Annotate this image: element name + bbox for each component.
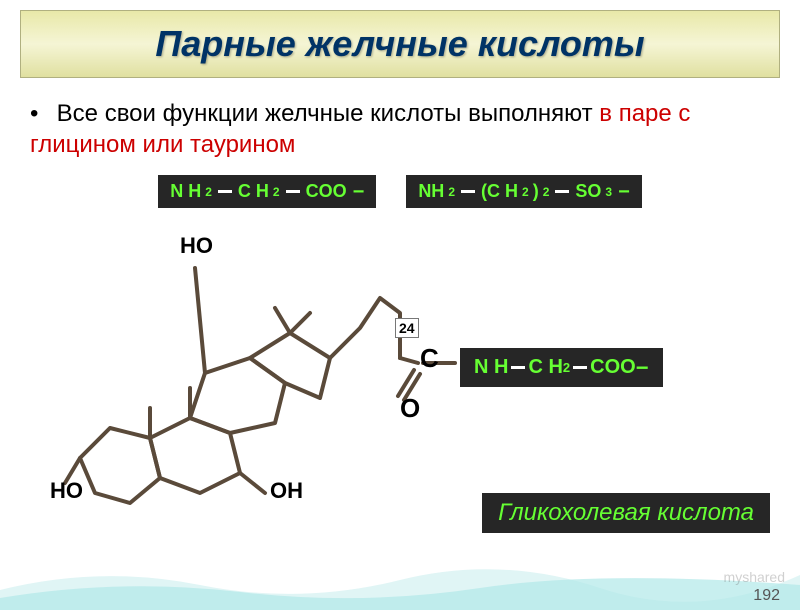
- page-number: 192: [753, 587, 780, 605]
- watermark: myshared: [724, 569, 785, 585]
- slide-title-bar: Парные желчные кислоты: [20, 10, 780, 78]
- bullet-text-main: Все свои функции желчные кислоты выполня…: [57, 100, 600, 127]
- f-sub: 2: [273, 185, 280, 199]
- bond-dash: [555, 190, 569, 193]
- steroid-skeleton: [40, 238, 460, 518]
- bond-dash: [511, 366, 525, 369]
- taurine-formula: NH2 (C H2)2 SO3−: [406, 175, 641, 208]
- compound-name-label: Гликохолевая кислота: [482, 493, 770, 533]
- f-seg: NH: [418, 181, 444, 202]
- f-sub: 2: [205, 185, 212, 199]
- bullet-marker: •: [30, 98, 50, 129]
- f-sub: 2: [522, 185, 529, 199]
- f-seg: (C H: [481, 181, 518, 202]
- label-oxygen: O: [400, 393, 420, 424]
- bullet-paragraph: • Все свои функции желчные кислоты выпол…: [30, 98, 770, 160]
- wave-background: [0, 560, 800, 610]
- f-seg: C H: [528, 356, 562, 379]
- attached-glycine-formula: N H C H2 COO−: [460, 348, 663, 387]
- f-seg: C H: [238, 181, 269, 202]
- f-sub: 2: [563, 360, 570, 375]
- f-seg: ): [533, 181, 539, 202]
- slide-title: Парные желчные кислоты: [41, 23, 759, 65]
- bond-dash: [461, 190, 475, 193]
- f-seg: N H: [170, 181, 201, 202]
- bond-dash: [218, 190, 232, 193]
- glycine-formula: N H2 C H2 COO−: [158, 175, 376, 208]
- f-sub: 3: [605, 185, 612, 199]
- f-sub: 2: [543, 185, 550, 199]
- f-seg: COO: [590, 356, 636, 379]
- label-carbon: C: [420, 343, 439, 374]
- label-oh: OH: [270, 478, 303, 504]
- bond-dash: [286, 190, 300, 193]
- label-ho-top: HO: [180, 233, 213, 259]
- structure-diagram: HO HO OH 24 C O N H C H2 COO− Гликохолев…: [0, 218, 800, 548]
- formula-row: N H2 C H2 COO− NH2 (C H2)2 SO3−: [0, 175, 800, 208]
- f-seg: N H: [474, 356, 508, 379]
- f-seg: COO: [306, 181, 347, 202]
- f-seg: SO: [575, 181, 601, 202]
- bond-dash: [573, 366, 587, 369]
- label-ho-bottom: HO: [50, 478, 83, 504]
- f-sub: 2: [448, 185, 455, 199]
- label-c24: 24: [395, 318, 419, 338]
